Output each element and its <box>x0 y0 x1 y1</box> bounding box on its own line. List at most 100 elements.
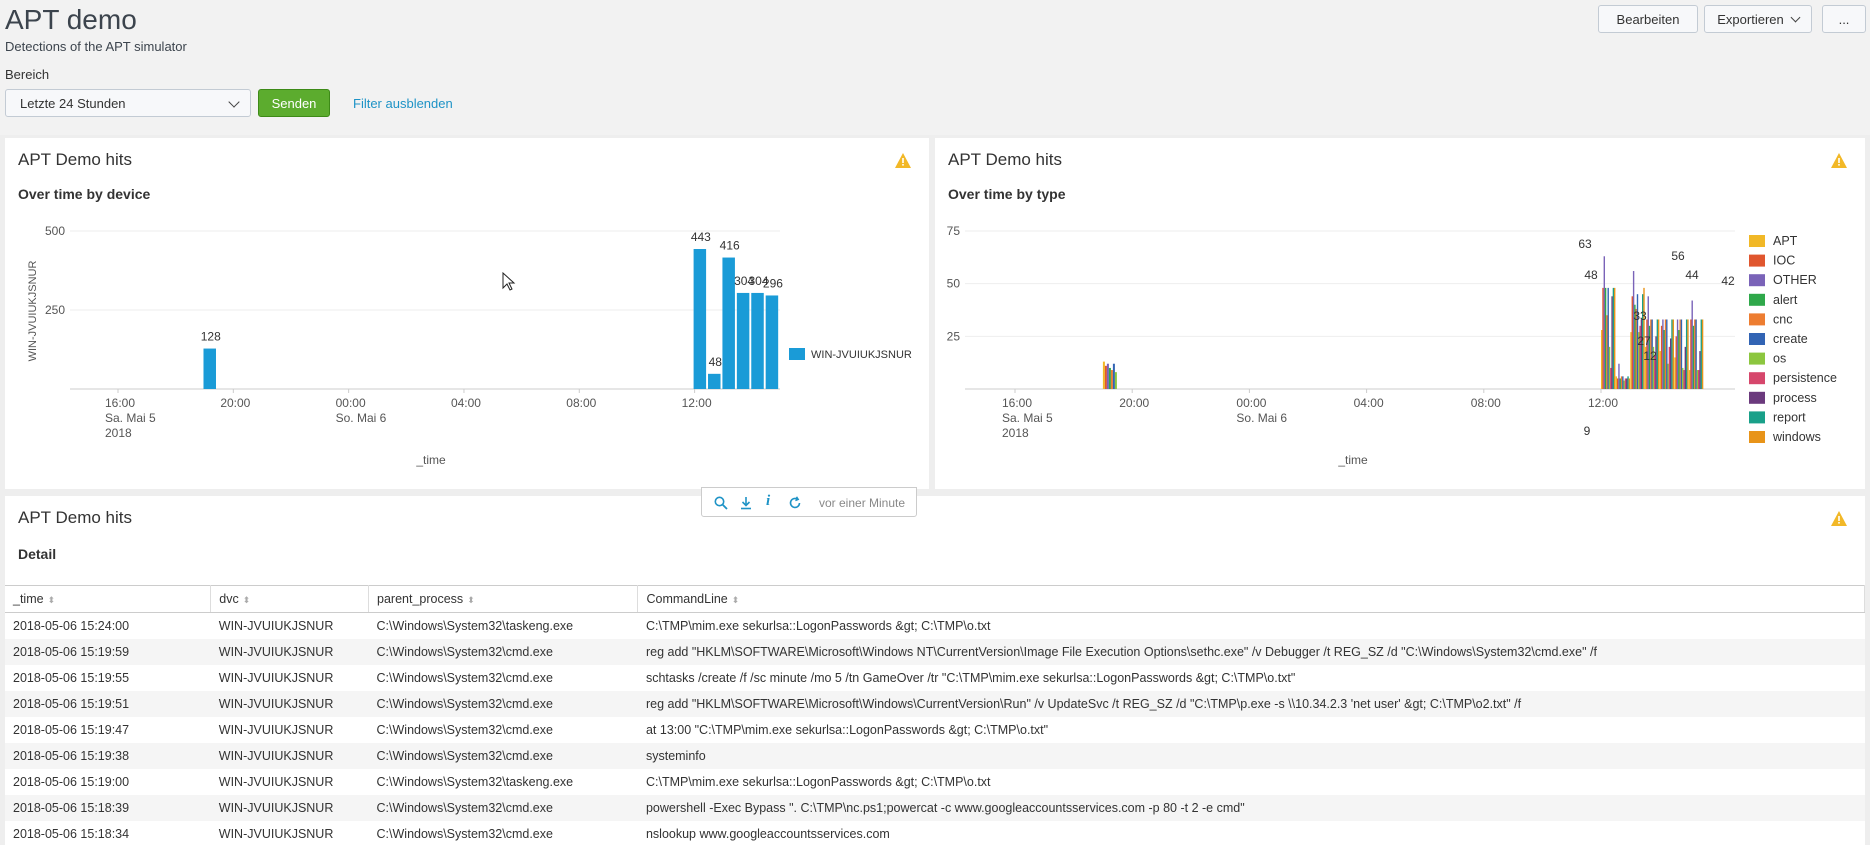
table-cell: WIN-JVUIUKJSNUR <box>218 671 334 685</box>
bar <box>1614 287 1616 389</box>
legend-swatch <box>1749 411 1765 424</box>
bar <box>693 249 707 389</box>
legend-label: cnc <box>1773 312 1792 326</box>
page-subtitle: Detections of the APT simulator <box>5 39 187 54</box>
time-range-label: Bereich <box>5 67 50 82</box>
bar <box>1684 346 1687 389</box>
detail-table-panel: APT Demo hits Detail _time ⬍ dvc ⬍ parent_pr… <box>5 496 1865 845</box>
table-cell: WIN-JVUIUKJSNUR <box>218 619 334 633</box>
table-row[interactable]: 2018-05-06 15:19:47 WIN-JVUIUKJSNUR C:\Win… <box>5 717 1865 743</box>
table-row[interactable]: 2018-05-06 15:19:00 WIN-JVUIUKJSNUR C:\Win… <box>5 769 1865 795</box>
table-row[interactable]: 2018-05-06 15:19:51 WIN-JVUIUKJSNUR C:\Win… <box>5 691 1865 717</box>
sort-icon[interactable]: ⬍ <box>242 595 251 605</box>
hide-filters-link[interactable]: Filter ausblenden <box>353 96 453 111</box>
bar <box>1634 304 1636 389</box>
x-tick-label: 12:00 <box>1588 396 1618 410</box>
bar <box>1624 378 1627 389</box>
bar <box>1619 378 1621 389</box>
table-cell: 2018-05-06 15:18:34 <box>13 827 130 841</box>
table-row[interactable]: 2018-05-06 15:19:38 WIN-JVUIUKJSNUR C:\Win… <box>5 743 1865 769</box>
table-row[interactable]: 2018-05-06 15:18:39 WIN-JVUIUKJSNUR C:\Win… <box>5 795 1865 821</box>
bar <box>1695 319 1697 389</box>
export-button[interactable]: Exportieren <box>1704 5 1812 33</box>
bar <box>1623 380 1625 389</box>
panel-subtitle: Over time by device <box>18 186 151 202</box>
edit-button[interactable]: Bearbeiten <box>1598 5 1698 33</box>
bar <box>1108 367 1111 389</box>
bar-value-label: 128 <box>201 330 221 344</box>
bar <box>1696 370 1699 389</box>
table-cell: WIN-JVUIUKJSNUR <box>218 723 334 737</box>
bar <box>1643 287 1645 389</box>
table-cell: WIN-JVUIUKJSNUR <box>210 743 369 769</box>
warning-icon[interactable] <box>895 153 911 168</box>
column-header[interactable]: CommandLine ⬍ <box>637 585 1865 613</box>
legend-swatch <box>1749 274 1765 287</box>
bar <box>751 292 764 389</box>
bar <box>1106 363 1109 389</box>
table-row[interactable]: 2018-05-06 15:24:00 WIN-JVUIUKJSNUR C:\Win… <box>5 613 1865 640</box>
column-header[interactable]: parent_process ⬍ <box>368 585 639 613</box>
warning-icon[interactable] <box>1831 153 1847 168</box>
table-row[interactable]: 2018-05-06 15:19:59 WIN-JVUIUKJSNUR C:\Win… <box>5 639 1865 665</box>
table-row[interactable]: 2018-05-06 15:18:34 WIN-JVUIUKJSNUR C:\Win… <box>5 821 1865 845</box>
column-header[interactable]: _time ⬍ <box>5 585 212 613</box>
bar <box>1700 319 1702 389</box>
y-tick-label: 25 <box>947 329 961 343</box>
x-tick-label: Sa. Mai 5 <box>105 411 156 425</box>
bar <box>1640 319 1643 389</box>
table-row[interactable]: 2018-05-06 15:19:55 WIN-JVUIUKJSNUR C:\Win… <box>5 665 1865 691</box>
panel-subtitle: Over time by type <box>948 186 1066 202</box>
time-range-select[interactable]: Letzte 24 Stunden <box>5 89 251 117</box>
bar <box>1679 319 1681 389</box>
table-cell: WIN-JVUIUKJSNUR <box>210 639 369 665</box>
bar-value-label: 44 <box>1685 268 1699 282</box>
y-axis-title: WIN-JVUIUKJSNUR <box>27 261 39 362</box>
legend-swatch <box>1749 431 1765 443</box>
bar-value-label: 9 <box>1584 424 1591 438</box>
column-header[interactable]: dvc ⬍ <box>210 585 370 613</box>
y-tick-label: 500 <box>45 224 65 238</box>
bar-value-label: 443 <box>691 230 711 244</box>
detail-table: _time ⬍ dvc ⬍ parent_process ⬍ CommandLine ⬍ 20… <box>5 585 1865 845</box>
x-axis-title: _time <box>415 453 446 467</box>
bar <box>1618 363 1620 389</box>
info-icon[interactable]: i <box>766 493 771 509</box>
more-button[interactable]: ... <box>1822 5 1866 33</box>
sort-icon[interactable]: ⬍ <box>47 595 56 605</box>
warning-icon[interactable] <box>1831 511 1847 526</box>
bar-value-label: 33 <box>1633 309 1647 323</box>
legend-label: persistence <box>1773 371 1837 385</box>
y-tick-label: 75 <box>947 224 961 238</box>
bar <box>1666 319 1668 389</box>
page-title: APT demo <box>5 4 137 35</box>
bar <box>1657 319 1660 389</box>
panel-subtitle: Detail <box>18 546 57 562</box>
legend-swatch <box>1749 352 1765 365</box>
bar-value-label: 48 <box>1584 268 1598 282</box>
bar-value-label: 63 <box>1578 237 1592 251</box>
bar <box>1604 287 1607 389</box>
sort-icon[interactable]: ⬍ <box>731 595 740 605</box>
bar <box>1683 370 1685 389</box>
dashboard-header: APT demo Detections of the APT simulator… <box>0 0 1870 135</box>
submit-button[interactable]: Senden <box>258 89 330 117</box>
panel-title: APT Demo hits <box>948 150 1063 169</box>
panel-title: APT Demo hits <box>18 508 133 527</box>
search-icon[interactable] <box>714 496 728 510</box>
refresh-icon[interactable] <box>788 496 802 510</box>
sort-icon[interactable]: ⬍ <box>467 595 475 605</box>
bar <box>1102 361 1105 389</box>
download-icon[interactable] <box>739 496 753 510</box>
x-tick-label: So. Mai 6 <box>336 411 387 425</box>
x-tick-label: Sa. Mai 5 <box>1002 411 1053 425</box>
legend-label: IOC <box>1773 254 1795 268</box>
table-cell: reg add "HKLM\SOFTWARE\Microsoft\Windows… <box>637 691 1865 717</box>
column-header-label: CommandLine <box>646 592 728 606</box>
x-tick-label: 00:00 <box>1236 396 1266 410</box>
x-axis-title: _time <box>1337 453 1368 467</box>
bar-value-label: 296 <box>763 276 783 290</box>
column-header-label: dvc <box>219 592 239 606</box>
x-tick-label: 16:00 <box>105 396 135 410</box>
